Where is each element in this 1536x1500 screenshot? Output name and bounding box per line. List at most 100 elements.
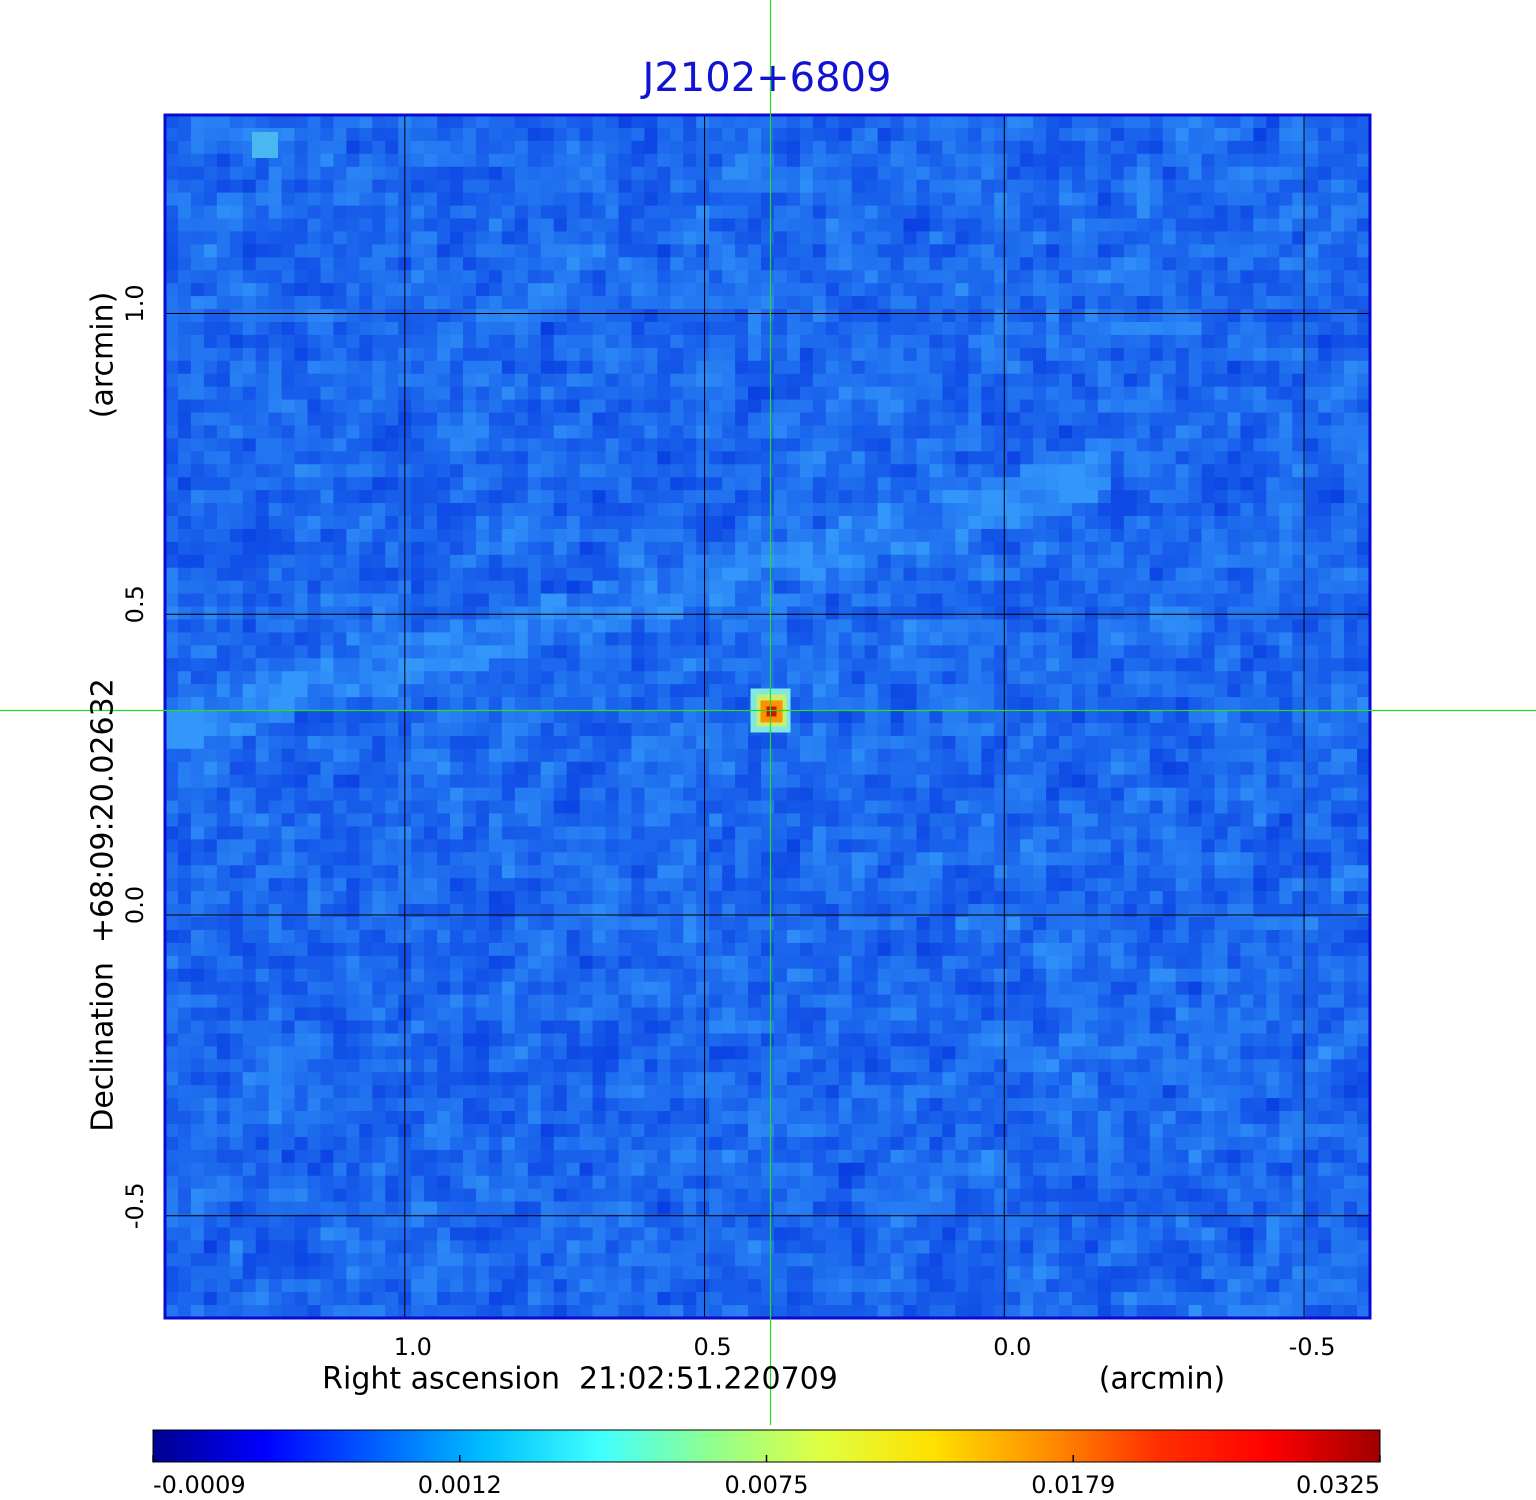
- pixel: [463, 127, 477, 142]
- pixel: [1357, 684, 1371, 698]
- pixel: [229, 619, 244, 634]
- pixel: [359, 800, 373, 815]
- pixel: [177, 697, 192, 711]
- pixel: [1318, 270, 1332, 284]
- pixel: [1033, 321, 1047, 336]
- pixel: [877, 606, 892, 621]
- pixel: [1292, 761, 1306, 776]
- pixel: [851, 321, 866, 336]
- pixel: [1123, 179, 1138, 194]
- pixel: [722, 722, 736, 737]
- pixel: [450, 438, 464, 452]
- pixel: [838, 580, 853, 595]
- pixel: [281, 580, 296, 595]
- pixel: [631, 632, 646, 646]
- pixel: [1201, 179, 1216, 194]
- pixel: [450, 205, 464, 220]
- pixel: [359, 425, 373, 439]
- pixel: [838, 658, 853, 672]
- pixel: [475, 684, 490, 698]
- pixel: [657, 541, 671, 556]
- pixel: [190, 722, 205, 737]
- pixel: [592, 541, 607, 556]
- pixel: [320, 373, 335, 388]
- pixel: [1110, 554, 1125, 569]
- pixel: [1188, 334, 1203, 349]
- pixel: [1084, 373, 1099, 388]
- pixel: [553, 516, 568, 530]
- pixel: [255, 257, 270, 271]
- pixel: [1214, 645, 1229, 659]
- pixel: [1059, 619, 1073, 634]
- pixel: [359, 787, 373, 802]
- pixel: [1201, 321, 1216, 336]
- pixel: [644, 477, 658, 491]
- pixel: [825, 347, 840, 362]
- pixel: [1279, 192, 1293, 207]
- pixel: [320, 684, 335, 698]
- pixel: [1149, 697, 1164, 711]
- pixel: [968, 270, 982, 284]
- pixel: [514, 321, 529, 336]
- pixel: [618, 231, 633, 245]
- pixel: [1201, 270, 1216, 284]
- pixel: [255, 619, 270, 634]
- pixel: [605, 412, 620, 427]
- pixel: [1305, 231, 1319, 245]
- pixel: [812, 231, 827, 245]
- pixel: [1279, 761, 1293, 776]
- pixel: [566, 334, 581, 349]
- pixel: [385, 684, 399, 698]
- pixel: [1046, 477, 1060, 491]
- pixel: [1033, 373, 1047, 388]
- pixel: [1344, 127, 1358, 142]
- pixel: [683, 231, 697, 245]
- pixel: [203, 231, 218, 245]
- pixel: [1253, 270, 1267, 284]
- pixel: [851, 438, 866, 452]
- pixel: [553, 593, 568, 608]
- pixel: [281, 270, 296, 284]
- pixel: [1188, 632, 1203, 646]
- pixel: [203, 153, 218, 168]
- pixel: [255, 541, 270, 556]
- pixel: [165, 503, 179, 517]
- pixel: [877, 735, 892, 750]
- pixel: [592, 270, 607, 284]
- pixel: [1266, 606, 1280, 621]
- pixel: [1331, 347, 1345, 362]
- pixel: [255, 205, 270, 220]
- pixel: [1305, 412, 1319, 427]
- pixel: [450, 684, 464, 698]
- pixel: [890, 710, 905, 724]
- pixel: [372, 619, 386, 634]
- pixel: [786, 166, 801, 181]
- pixel: [165, 554, 179, 569]
- pixel: [1084, 218, 1099, 233]
- pixel: [1136, 205, 1151, 220]
- pixel: [566, 774, 581, 789]
- pixel: [359, 257, 373, 271]
- pixel: [1227, 761, 1242, 776]
- pixel: [696, 516, 710, 530]
- pixel: [631, 270, 646, 284]
- pixel: [1344, 632, 1358, 646]
- pixel: [968, 671, 982, 685]
- pixel: [424, 257, 438, 271]
- pixel: [165, 464, 179, 478]
- pixel: [203, 321, 218, 336]
- pixel: [1046, 528, 1060, 543]
- pixel: [696, 153, 710, 168]
- pixel: [359, 283, 373, 297]
- pixel: [540, 697, 555, 711]
- pixel: [1071, 774, 1086, 789]
- pixel: [1188, 360, 1203, 375]
- pixel: [527, 309, 542, 323]
- pixel: [683, 127, 697, 142]
- pixel: [1084, 412, 1099, 427]
- pixel: [1240, 735, 1254, 750]
- pixel: [527, 179, 542, 194]
- pixel: [890, 567, 905, 582]
- pixel: [1097, 296, 1112, 310]
- pixel: [424, 399, 438, 414]
